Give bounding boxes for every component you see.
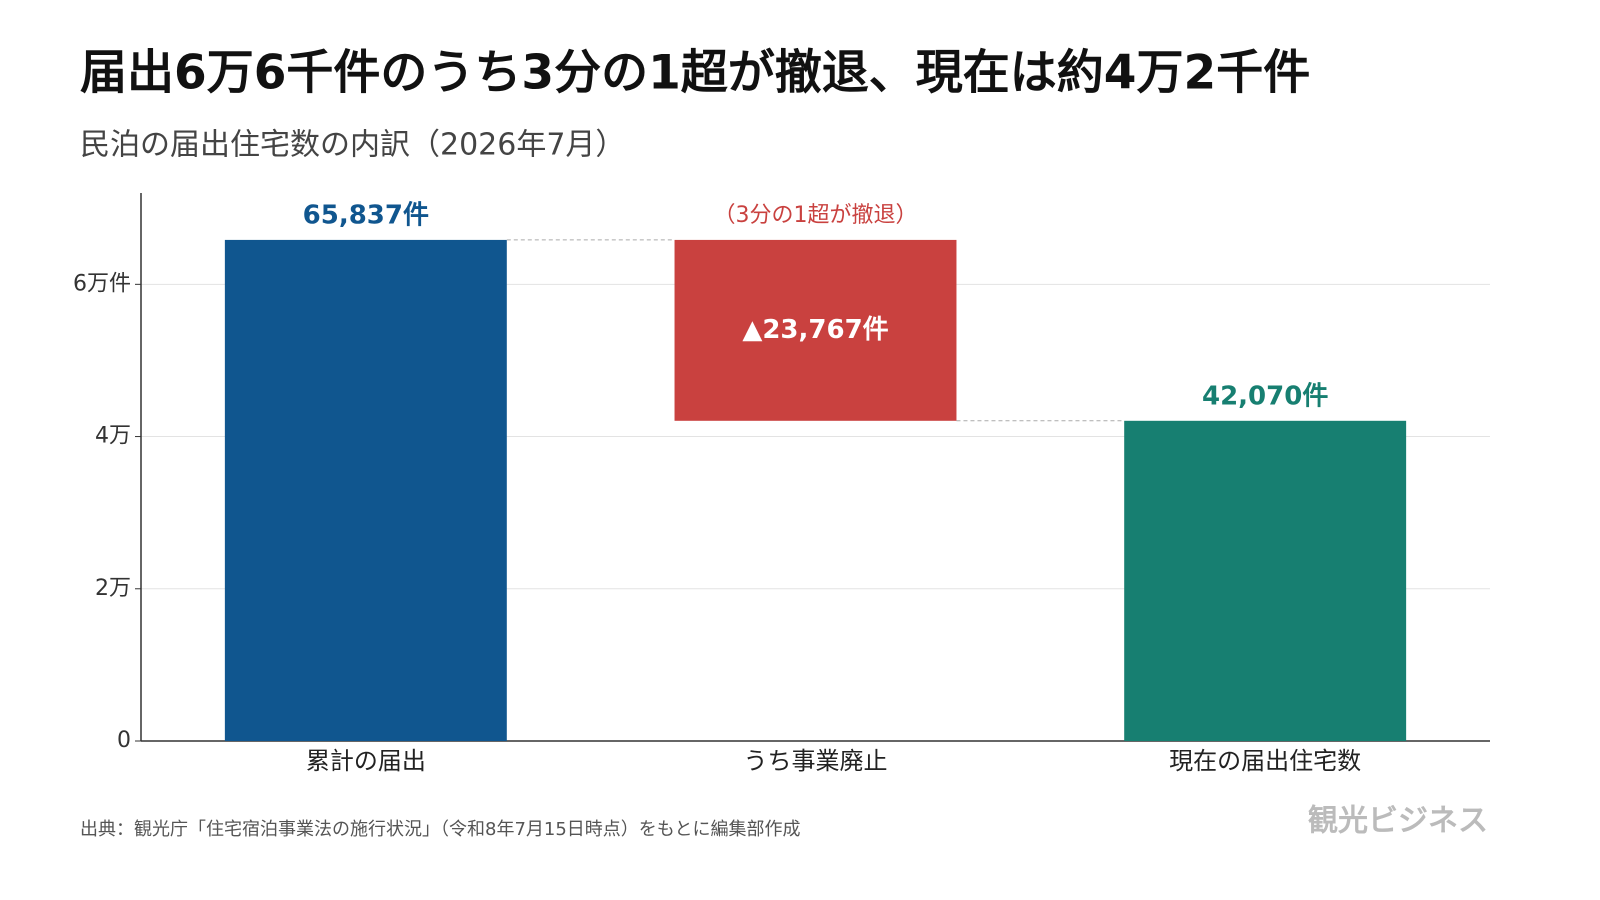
x-tick-label: うち事業廃止 bbox=[744, 747, 888, 775]
chart-title: 届出6万6千件のうち3分の1超が撤退、現在は約4万2千件 bbox=[80, 46, 1310, 101]
y-tick-label: 4万 bbox=[95, 424, 131, 449]
chart-subtitle: 民泊の届出住宅数の内訳（2026年7月） bbox=[80, 128, 625, 163]
bar bbox=[1124, 420, 1407, 741]
source-note: 出典：観光庁「住宅宿泊事業法の施行状況」（令和8年7月15日時点）をもとに編集部… bbox=[80, 819, 800, 840]
x-tick-label: 累計の届出 bbox=[306, 747, 426, 775]
value-label: ▲23,767件 bbox=[742, 315, 888, 345]
x-tick-label: 現在の届出住宅数 bbox=[1169, 747, 1361, 775]
bar bbox=[674, 239, 957, 421]
logo: 観光ビジネス bbox=[1308, 804, 1488, 839]
y-tick-label: 6万件 bbox=[73, 271, 131, 296]
annotation: （3分の1超が撤退） bbox=[714, 203, 918, 228]
value-label: 42,070件 bbox=[1202, 381, 1328, 411]
bar bbox=[224, 239, 507, 741]
value-label: 65,837件 bbox=[303, 200, 429, 230]
y-tick-label: 0 bbox=[117, 728, 131, 753]
y-tick-label: 2万 bbox=[95, 576, 131, 601]
